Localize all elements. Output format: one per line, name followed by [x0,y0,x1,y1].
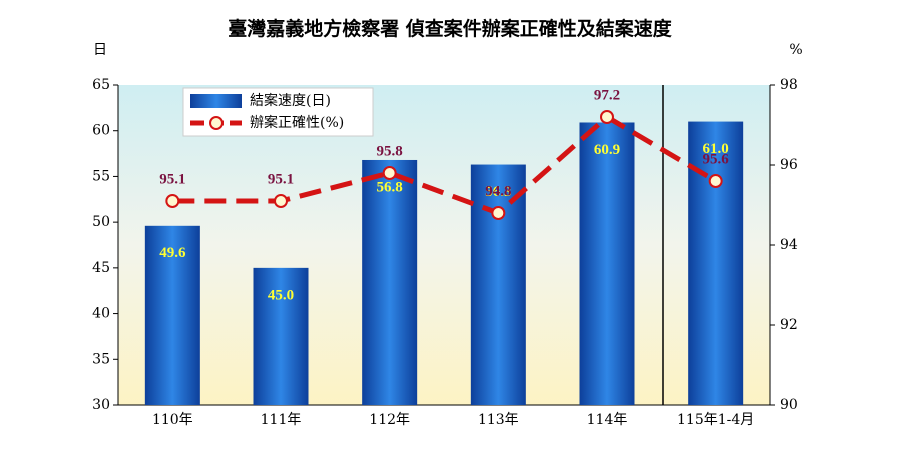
bar-value-label: 61.0 [703,141,729,157]
bar-value-label: 45.0 [268,287,294,303]
bar [144,225,200,405]
y-tick-label: 55 [92,168,110,184]
legend-marker [209,116,223,130]
y-tick-label: 50 [92,214,110,230]
line-marker [382,166,397,180]
bar-value-label: 56.3 [485,184,511,200]
bar [470,164,526,405]
line-marker [491,206,506,220]
y-tick-label: 60 [92,123,110,139]
y-tick-label: 35 [92,351,110,367]
y2-tick-label: 98 [780,77,798,93]
y2-tick-label: 94 [780,237,798,253]
line-value-label: 95.1 [268,171,294,187]
bar [362,159,418,405]
bar [579,122,635,405]
x-tick-label: 113年 [478,412,519,428]
bar-value-label: 56.8 [377,179,403,195]
y2-tick-label: 92 [780,317,798,333]
x-tick-label: 111年 [261,412,302,428]
y-axis-unit: 日 [93,42,107,58]
legend-swatch [190,94,242,108]
legend-label: 結案速度(日) [250,92,331,109]
line-value-label: 95.8 [377,143,403,159]
line-value-label: 94.8 [485,183,511,199]
x-tick-label: 114年 [587,412,628,428]
line-value-label: 95.6 [703,151,730,167]
plot-area [118,85,770,405]
line-marker [708,174,723,188]
line-value-label: 97.2 [594,87,620,103]
x-tick-label: 112年 [369,412,410,428]
y-tick-label: 30 [92,397,110,413]
bar [253,267,309,405]
y2-axis-unit: % [789,42,802,58]
x-tick-label: 115年1-4月 [677,412,754,428]
line-value-label: 95.1 [159,171,185,187]
line-marker [274,194,288,208]
legend-label: 辦案正確性(%) [250,114,344,131]
bar-value-label: 60.9 [594,142,620,158]
x-tick-label: 110年 [152,412,193,428]
y-tick-label: 40 [92,306,110,322]
y-tick-label: 65 [92,77,110,93]
line-marker [165,194,180,208]
line-marker [600,110,614,124]
y2-tick-label: 96 [780,157,798,173]
y2-tick-label: 90 [780,397,798,413]
bar-value-label: 49.6 [159,245,186,261]
y-tick-label: 45 [92,260,110,276]
chart-title: 臺灣嘉義地方檢察署 偵查案件辦案正確性及結案速度 [228,17,673,40]
